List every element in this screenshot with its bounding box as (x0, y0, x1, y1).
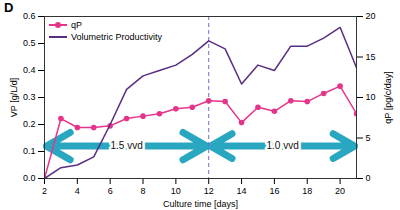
svg-text:1.0 vvd: 1.0 vvd (266, 140, 298, 151)
svg-text:0.4: 0.4 (23, 65, 36, 75)
svg-text:18: 18 (302, 186, 312, 196)
html-text:qP: qP (71, 20, 82, 30)
svg-text:16: 16 (269, 186, 279, 196)
svg-text:0.0: 0.0 (23, 173, 36, 183)
html-text:Volumetric Productivity: Volumetric Productivity (71, 32, 162, 42)
svg-text:VP [g/L/d]: VP [g/L/d] (9, 78, 19, 117)
svg-text:0.2: 0.2 (23, 119, 36, 129)
svg-text:5: 5 (366, 133, 371, 143)
svg-text:0.3: 0.3 (23, 92, 36, 102)
html-text:D: D (4, 0, 14, 15)
svg-text:12: 12 (204, 186, 214, 196)
svg-text:8: 8 (141, 186, 146, 196)
svg-text:0.1: 0.1 (23, 146, 36, 156)
svg-text:14: 14 (237, 186, 247, 196)
svg-text:20: 20 (335, 186, 345, 196)
svg-text:0.6: 0.6 (23, 11, 36, 21)
svg-text:Culture time [days]: Culture time [days] (163, 199, 238, 209)
svg-text:4: 4 (75, 186, 80, 196)
svg-text:15: 15 (366, 52, 376, 62)
svg-text:10: 10 (366, 92, 376, 102)
svg-text:1.5 vvd: 1.5 vvd (110, 140, 142, 151)
svg-text:20: 20 (366, 11, 376, 21)
svg-text:2: 2 (42, 186, 47, 196)
svg-text:qP [pg/c/day]: qP [pg/c/day] (383, 71, 393, 123)
svg-text:6: 6 (108, 186, 113, 196)
svg-text:0: 0 (366, 173, 371, 183)
svg-text:10: 10 (171, 186, 181, 196)
svg-text:0.5: 0.5 (23, 38, 36, 48)
